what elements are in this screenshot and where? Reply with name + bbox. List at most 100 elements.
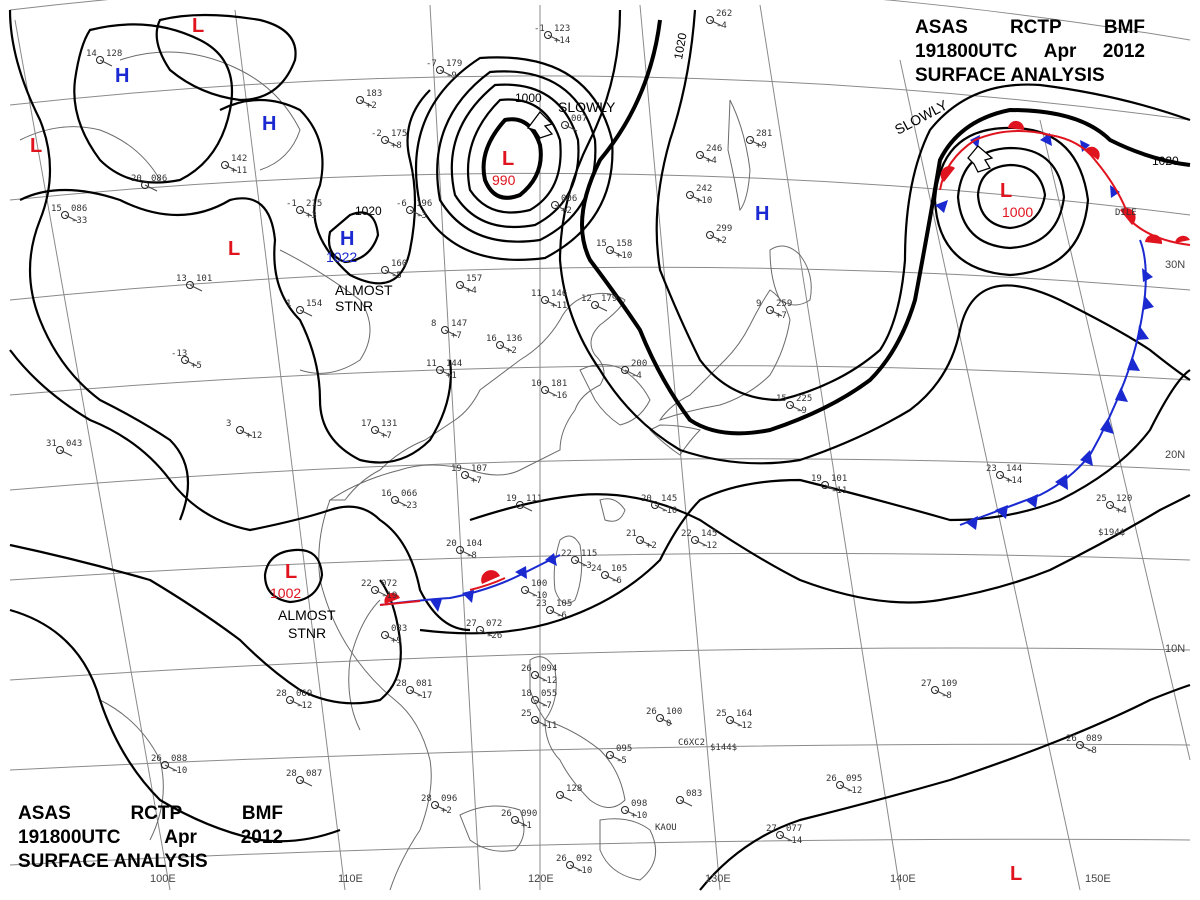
- station-pressure: 123: [554, 24, 570, 34]
- station-temp: -1: [534, 24, 545, 34]
- header-top-agency: ASAS: [915, 17, 968, 38]
- station-pressure: 154: [306, 299, 322, 309]
- header-bottom-time: 191800UTC: [18, 827, 121, 848]
- station-pressure: 083: [686, 789, 702, 799]
- station-temp: 31: [46, 439, 57, 449]
- wind-barb: [519, 504, 533, 512]
- station-temp: 25: [1096, 494, 1107, 504]
- header-bottom-title: SURFACE ANALYSIS: [18, 851, 208, 872]
- lon-label: 110E: [338, 873, 363, 885]
- station-plot: -7 179 -9: [426, 59, 462, 81]
- annotation-slowly: SLOWLY: [558, 99, 616, 115]
- station-temp: 25: [521, 709, 532, 719]
- station-pressure: 069: [296, 689, 312, 699]
- station-circle: [286, 696, 294, 704]
- header-top-year: 2012: [1102, 41, 1145, 62]
- station-plot: 12 179: [581, 294, 617, 312]
- station-circle: [686, 191, 694, 199]
- station-circle: [571, 556, 579, 564]
- station-temp: 27: [466, 619, 477, 629]
- isobar-label: 1020: [355, 204, 382, 218]
- station-pressure: 157: [466, 274, 482, 284]
- station-plot: 26 095 -12: [826, 774, 862, 796]
- station-plot: 246+4: [696, 144, 722, 166]
- station-plot: 28 096 +2: [421, 794, 457, 816]
- station-plot: 23 105 -6: [536, 599, 572, 621]
- isobar-label: 1020: [671, 31, 689, 60]
- cold-front: [959, 239, 1147, 526]
- station-tendency: -10: [576, 866, 592, 876]
- station-circle: [836, 781, 844, 789]
- station-plot: 26 089 -8: [1066, 734, 1102, 756]
- station-circle: [296, 776, 304, 784]
- station-pressure: 120: [1116, 494, 1132, 504]
- station-temp: -13: [171, 349, 187, 359]
- station-pressure: 083: [391, 624, 407, 634]
- station-plot: 28 087: [286, 769, 322, 787]
- isobar-labels: 1000 1020 1020 1020: [355, 31, 1179, 218]
- station-pressure: 142: [231, 154, 247, 164]
- station-plot: 157+4: [456, 274, 482, 296]
- wind-barb: [384, 634, 398, 642]
- station-plot: 20 104 -8: [446, 539, 482, 561]
- wind-barb: [409, 689, 423, 697]
- wind-barb: [439, 369, 453, 377]
- station-plot: 19 107 +7: [451, 464, 487, 486]
- station-plot: 24 105 -6: [591, 564, 627, 586]
- lon-label: 120E: [528, 873, 554, 885]
- station-pressure: 090: [521, 809, 537, 819]
- low-center: L: [1000, 180, 1012, 202]
- station-circle: [766, 306, 774, 314]
- station-circle: [141, 181, 149, 189]
- station-pressure: 225: [796, 394, 812, 404]
- station-tendency: -8: [941, 691, 952, 701]
- wind-barb: [824, 484, 838, 492]
- isobar-label: 1020: [1152, 154, 1179, 168]
- station-circle: [656, 714, 664, 722]
- station-pressure: 179: [601, 294, 617, 304]
- station-plot: 28 069 -12: [276, 689, 312, 711]
- wind-barb: [394, 499, 408, 507]
- station-pressure: 086: [71, 204, 87, 214]
- station-tendency: -12: [736, 721, 752, 731]
- station-plot: 15 158 +10: [596, 239, 632, 261]
- station-tendency: -12: [296, 701, 312, 711]
- wind-barb: [709, 19, 723, 27]
- station-tendency: +9: [756, 141, 767, 151]
- station-pressure: 115: [581, 549, 597, 559]
- station-tendency: -8: [466, 551, 477, 561]
- station-circle: [706, 16, 714, 24]
- station-plot: 15 225 -9: [776, 394, 812, 416]
- station-temp: 16: [381, 489, 392, 499]
- station-temp: 23: [986, 464, 997, 474]
- annotation-stnr: STNR: [288, 625, 326, 641]
- station-circle: [556, 791, 564, 799]
- station-plot: 095-5: [606, 744, 632, 766]
- station-pressure: 100: [531, 579, 547, 589]
- wind-barb: [224, 164, 238, 172]
- station-pressure: 183: [366, 89, 382, 99]
- station-codes: C6XC2 KAOU $144$ $194$ DILE: [655, 208, 1137, 833]
- header-top-month: Apr: [1043, 41, 1077, 62]
- station-pressure: 006: [561, 194, 577, 204]
- station-pressure: 081: [416, 679, 432, 689]
- lon-label: 100E: [150, 873, 176, 885]
- station-plot: 083: [676, 789, 702, 807]
- station-pressure: 101: [831, 474, 847, 484]
- station-plot: -1 215 +3: [286, 199, 322, 221]
- station-circle: [706, 231, 714, 239]
- station-temp: 22: [561, 549, 572, 559]
- station-pressure: 144: [1006, 464, 1022, 474]
- station-tendency: +2: [366, 101, 377, 111]
- station-pressure: 144: [446, 359, 462, 369]
- station-tendency: +9: [391, 636, 402, 646]
- wind-barb: [554, 204, 568, 212]
- station-temp: 26: [1066, 734, 1077, 744]
- station-circle: [996, 471, 1004, 479]
- wind-barb: [374, 429, 388, 437]
- station-tendency: +8: [391, 141, 402, 151]
- station-tendency: -23: [401, 501, 417, 511]
- station-tendency: -9: [796, 406, 807, 416]
- wind-barb: [549, 609, 563, 617]
- wind-barb: [659, 717, 673, 725]
